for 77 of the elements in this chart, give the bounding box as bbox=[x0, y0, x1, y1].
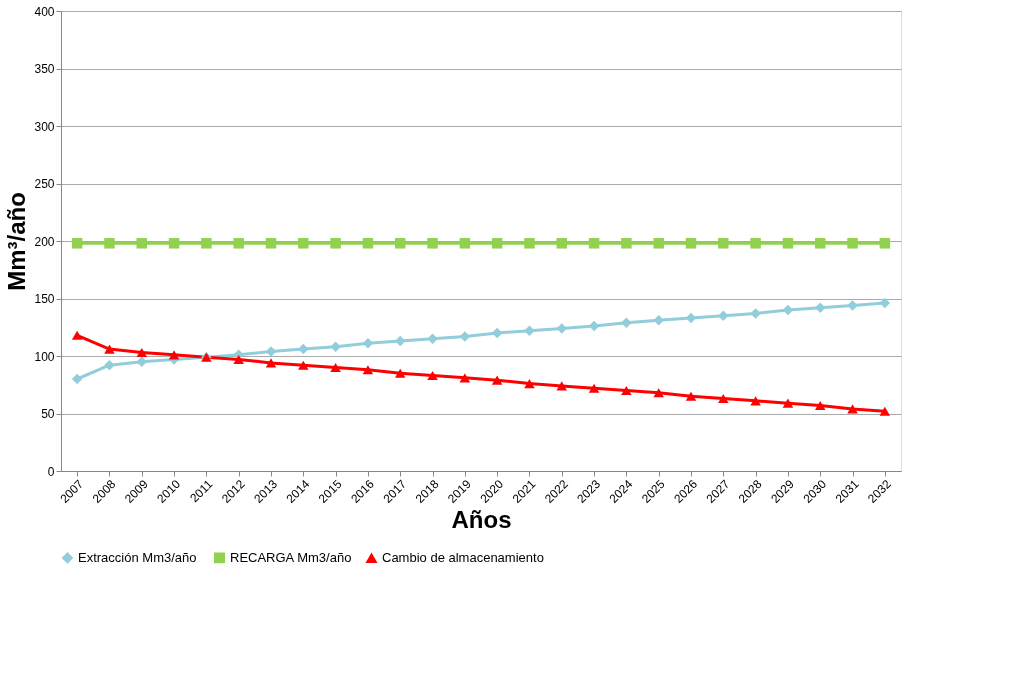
point bbox=[330, 238, 341, 249]
point bbox=[298, 343, 309, 355]
y-tick-label: 250 bbox=[34, 177, 55, 191]
point bbox=[685, 391, 697, 401]
point bbox=[879, 238, 891, 249]
y-tick-label: 100 bbox=[34, 349, 55, 364]
point bbox=[814, 400, 826, 410]
point bbox=[491, 238, 503, 249]
point bbox=[427, 238, 438, 249]
y-tick-label: 400 bbox=[34, 4, 55, 19]
point bbox=[104, 344, 115, 354]
point bbox=[394, 238, 406, 249]
point bbox=[750, 308, 761, 319]
point bbox=[362, 365, 374, 375]
point bbox=[524, 238, 535, 249]
y-tick-label: 200 bbox=[34, 234, 55, 249]
legend-label: Cambio de almacenamiento bbox=[382, 550, 544, 566]
point bbox=[136, 238, 148, 249]
point bbox=[718, 394, 729, 404]
point bbox=[233, 354, 244, 364]
point bbox=[459, 331, 471, 342]
point bbox=[298, 238, 309, 249]
point bbox=[136, 348, 148, 358]
y-tick-label: 150 bbox=[34, 292, 55, 306]
legend-label: Extracción Mm3/año bbox=[78, 549, 197, 565]
point bbox=[524, 379, 535, 389]
point bbox=[394, 368, 406, 378]
point bbox=[104, 238, 115, 249]
point bbox=[782, 398, 794, 408]
y-axis-title: Mm³/año bbox=[3, 192, 31, 291]
point bbox=[621, 385, 632, 396]
point bbox=[265, 346, 277, 357]
point bbox=[847, 238, 858, 249]
point bbox=[71, 373, 83, 385]
point bbox=[588, 238, 600, 249]
point bbox=[71, 238, 83, 249]
legend-label: RECARGA Mm3/año bbox=[230, 549, 352, 565]
point bbox=[298, 360, 309, 370]
point bbox=[685, 238, 697, 249]
y-tick-label: 350 bbox=[34, 62, 55, 76]
point bbox=[879, 297, 891, 309]
point bbox=[621, 238, 632, 249]
point bbox=[330, 362, 341, 373]
point bbox=[362, 238, 374, 249]
point bbox=[104, 359, 115, 371]
point bbox=[782, 238, 794, 249]
point bbox=[879, 406, 891, 416]
point bbox=[168, 350, 180, 360]
point bbox=[653, 238, 664, 249]
point bbox=[524, 325, 535, 336]
point bbox=[750, 396, 761, 406]
point bbox=[265, 238, 277, 249]
point bbox=[847, 404, 858, 414]
point bbox=[718, 238, 729, 249]
point bbox=[459, 373, 471, 383]
point bbox=[491, 375, 503, 385]
point bbox=[168, 238, 180, 249]
point bbox=[362, 338, 374, 349]
point bbox=[847, 300, 858, 311]
point bbox=[427, 371, 438, 381]
point bbox=[621, 317, 632, 328]
point bbox=[814, 238, 826, 249]
point bbox=[233, 238, 244, 249]
y-tick-label: 50 bbox=[41, 407, 55, 421]
point bbox=[265, 358, 277, 368]
y-tick-label: 300 bbox=[34, 119, 55, 134]
point bbox=[588, 383, 600, 393]
point bbox=[71, 330, 83, 340]
point bbox=[653, 388, 664, 398]
point bbox=[750, 238, 761, 249]
point bbox=[330, 341, 341, 353]
point bbox=[459, 238, 471, 249]
y-tick-label: 0 bbox=[47, 464, 55, 479]
x-axis-title: Años bbox=[451, 506, 512, 534]
point bbox=[201, 238, 212, 249]
point bbox=[427, 333, 438, 344]
point bbox=[556, 238, 568, 249]
